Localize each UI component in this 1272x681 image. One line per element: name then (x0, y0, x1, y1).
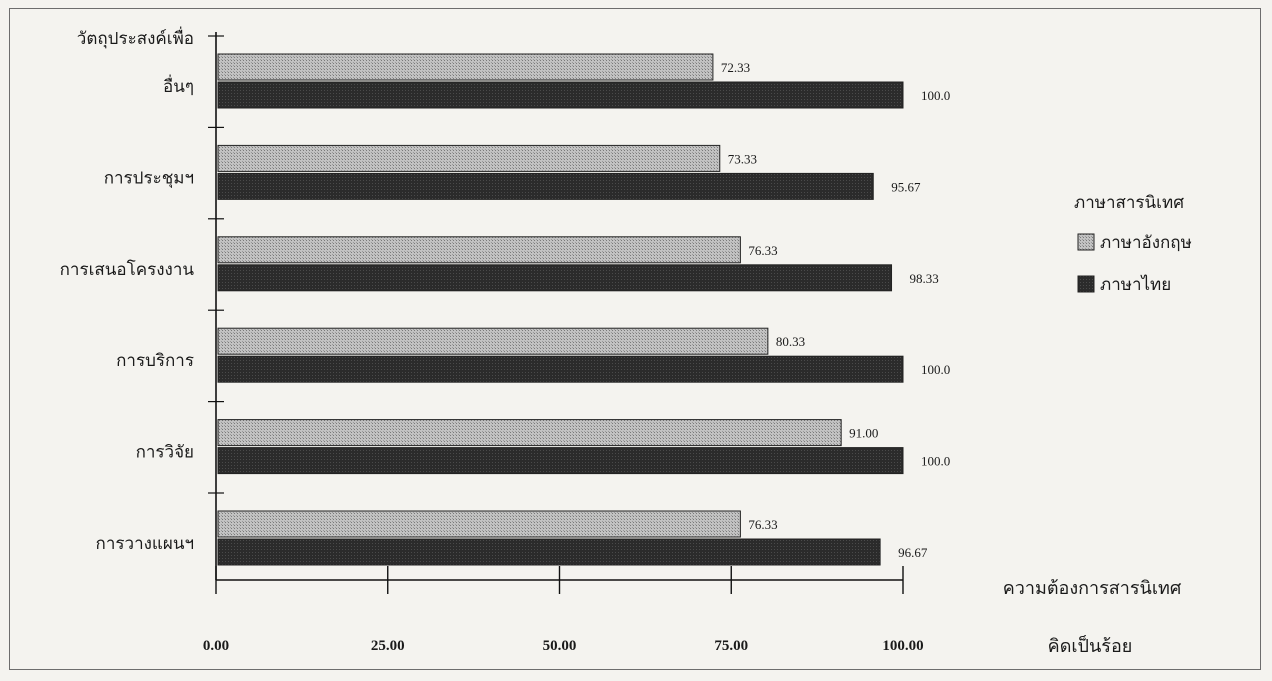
x-tick-label-0: 0.00 (203, 638, 229, 654)
x-axis-title-line1: ความต้องการสารนิเทศ (1003, 578, 1182, 599)
value-label-english-1: 73.33 (728, 151, 757, 166)
legend-label-english: ภาษาอังกฤษ (1100, 233, 1192, 253)
bar-thai-1 (217, 172, 874, 200)
x-tick-label-2: 50.00 (543, 638, 577, 654)
value-label-english-4: 91.00 (849, 426, 878, 441)
category-label-0: อื่นๆ (163, 74, 194, 97)
x-tick-label-4: 100.00 (882, 638, 923, 654)
bar-thai-5 (217, 538, 881, 566)
value-label-english-5: 76.33 (748, 517, 777, 532)
x-tick-label-3: 75.00 (714, 638, 748, 654)
value-label-thai-1: 95.67 (891, 179, 921, 194)
value-label-thai-2: 98.33 (910, 271, 939, 286)
value-label-thai-0: 100.0 (921, 88, 950, 103)
y-axis-title: วัตถุประสงค์เพื่อ (77, 26, 194, 49)
bar-thai-0 (217, 81, 904, 109)
category-label-5: การวางแผนฯ (96, 534, 194, 554)
bar-thai-4 (217, 447, 904, 475)
category-label-2: การเสนอโครงงาน (60, 259, 195, 280)
bar-english-5 (217, 510, 741, 538)
category-label-4: การวิจัย (136, 443, 194, 463)
legend-label-thai: ภาษาไทย (1100, 274, 1171, 295)
category-label-1: การประชุมฯ (104, 168, 194, 188)
bar-english-1 (217, 144, 721, 172)
bar-thai-2 (217, 264, 893, 292)
value-label-english-2: 76.33 (748, 243, 777, 258)
x-tick-label-1: 25.00 (371, 638, 405, 654)
value-label-thai-5: 96.67 (898, 545, 928, 560)
bar-thai-3 (217, 355, 904, 383)
value-label-thai-3: 100.0 (921, 362, 950, 377)
value-label-thai-4: 100.0 (921, 454, 950, 469)
x-axis-title-line2: คิดเป็นร้อย (1048, 634, 1133, 657)
chart-frame (9, 8, 1261, 670)
legend-swatch-thai (1077, 275, 1095, 293)
legend-title: ภาษาสารนิเทศ (1074, 193, 1184, 213)
value-label-english-3: 80.33 (776, 334, 805, 349)
legend-swatch-english (1077, 233, 1095, 251)
bar-english-3 (217, 327, 769, 355)
value-label-english-0: 72.33 (721, 60, 750, 75)
bar-english-0 (217, 53, 714, 81)
bar-english-2 (217, 236, 741, 264)
category-label-3: การบริการ (116, 351, 194, 371)
bar-english-4 (217, 419, 842, 447)
